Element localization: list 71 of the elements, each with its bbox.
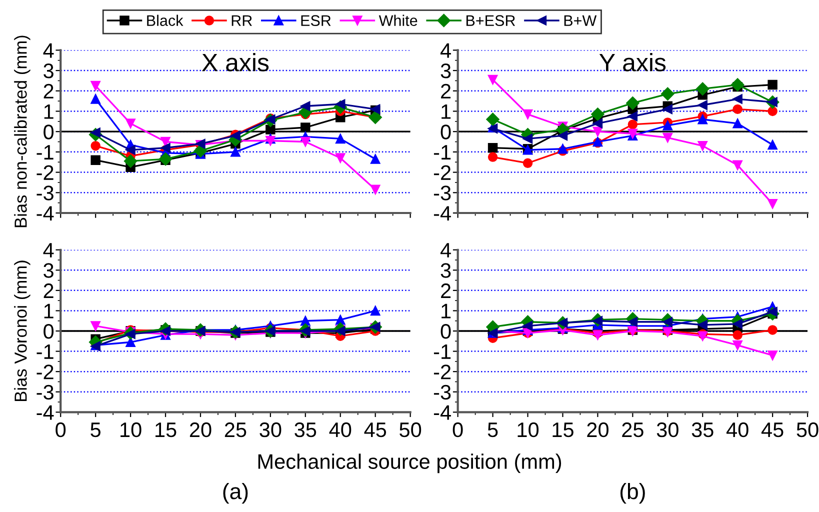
y-tick-label: -2: [434, 165, 451, 180]
y-tick-label: 3: [44, 263, 54, 278]
x-tick-label: 50: [796, 422, 818, 438]
y-axis-title: Bias non-calibrated (mm): [14, 36, 30, 228]
y-tick-label: -1: [36, 145, 54, 160]
y-axis-title: Bias Voronoi (mm): [14, 260, 30, 401]
x-tick-label: 35: [692, 422, 714, 438]
x-tick-label: 25: [224, 422, 246, 438]
x-tick-label: 35: [294, 422, 316, 438]
chart-title: X axis: [202, 53, 269, 72]
y-tick-label: -4: [434, 206, 451, 221]
x-tick-label: 45: [761, 422, 784, 438]
x-axis-title: Mechanical source position (mm): [258, 454, 562, 474]
x-tick-label: 5: [90, 422, 100, 438]
legend-label: B+ESR: [466, 15, 516, 26]
y-tick-label: -4: [36, 405, 54, 420]
y-tick-label: 2: [441, 84, 451, 98]
y-tick-label: 3: [440, 64, 451, 78]
y-tick-label: 3: [440, 263, 451, 278]
y-tick-label: 4: [43, 43, 54, 58]
y-tick-label: -3: [36, 384, 54, 400]
x-tick-label: 30: [260, 422, 282, 438]
legend-label: RR: [232, 15, 252, 26]
y-tick-label: 0: [44, 324, 54, 339]
y-tick-label: 1: [44, 104, 54, 119]
x-tick-label: 50: [400, 422, 422, 438]
x-tick-label: 10: [518, 422, 539, 438]
y-tick-label: 4: [43, 243, 54, 258]
legend-label: White: [378, 14, 418, 26]
y-tick-label: 1: [442, 104, 451, 119]
y-tick-label: 2: [441, 283, 451, 298]
y-tick-label: -4: [36, 206, 54, 221]
y-tick-label: 1: [442, 304, 451, 318]
y-tick-label: 4: [440, 43, 451, 58]
y-tick-label: -3: [36, 186, 54, 200]
y-tick-label: -1: [434, 344, 451, 359]
y-tick-label: 2: [44, 84, 54, 98]
y-tick-label: -2: [434, 364, 451, 380]
x-tick-label: 0: [452, 422, 463, 438]
legend-label: Black: [147, 14, 184, 26]
y-tick-label: -3: [434, 186, 451, 200]
y-tick-label: -2: [36, 165, 54, 180]
x-tick-label: 30: [656, 422, 678, 438]
y-tick-label: 0: [440, 324, 451, 339]
x-tick-label: 45: [364, 422, 386, 438]
y-tick-label: 0: [44, 124, 54, 140]
x-tick-label: 15: [156, 422, 176, 438]
y-tick-label: 3: [44, 64, 54, 78]
chart-title: Y axis: [599, 53, 666, 72]
y-tick-label: -1: [434, 145, 451, 160]
y-tick-label: 0: [440, 124, 451, 140]
y-tick-label: -2: [36, 364, 54, 380]
x-tick-label: 15: [552, 422, 574, 438]
text: (a): [223, 482, 248, 504]
text: (b): [620, 482, 645, 504]
x-tick-label: 40: [726, 422, 748, 438]
legend-label: B+W: [564, 15, 597, 26]
y-tick-label: -4: [434, 405, 451, 420]
x-tick-label: 25: [622, 422, 644, 438]
y-tick-label: -3: [434, 384, 451, 400]
x-tick-label: 0: [56, 422, 66, 438]
legend-label: ESR: [301, 15, 331, 26]
x-tick-label: 40: [329, 422, 352, 438]
y-tick-label: 4: [440, 243, 451, 258]
y-tick-label: -1: [36, 344, 54, 359]
y-tick-label: 2: [44, 283, 54, 298]
x-tick-label: 20: [190, 422, 212, 438]
x-tick-label: 20: [587, 422, 608, 438]
y-tick-label: 1: [44, 304, 54, 318]
x-tick-label: 10: [120, 422, 142, 438]
x-tick-label: 5: [488, 422, 498, 438]
